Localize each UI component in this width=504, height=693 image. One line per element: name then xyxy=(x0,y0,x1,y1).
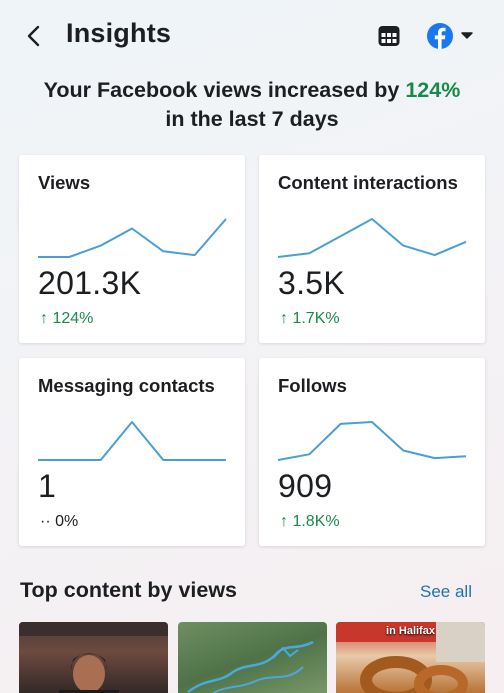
metric-change: ↑ 1.8K% xyxy=(280,513,340,530)
metric-value: 909 xyxy=(278,468,333,504)
metric-change: ·· 0% xyxy=(40,513,79,530)
sparkline-content-interactions xyxy=(277,218,467,258)
sparkline-path xyxy=(277,421,467,461)
content-thumbnail[interactable] xyxy=(19,622,168,693)
metric-label: Content interactions xyxy=(278,172,458,193)
back-button[interactable] xyxy=(20,22,48,50)
sparkline-path xyxy=(38,218,227,258)
map-image xyxy=(187,640,314,693)
sparkline-path xyxy=(38,421,226,461)
facebook-icon xyxy=(427,23,453,49)
person-image xyxy=(19,622,168,693)
metric-label: Messaging contacts xyxy=(38,375,215,396)
calendar-icon xyxy=(378,26,400,46)
page-title: Insights xyxy=(66,18,172,48)
metric-card-messaging-contacts[interactable]: Messaging contacts 1 ·· 0% xyxy=(19,358,245,546)
sparkline-path xyxy=(277,218,467,258)
metric-label: Follows xyxy=(278,375,347,396)
headline-prefix: Your Facebook views increased by xyxy=(43,78,406,102)
metric-value: 201.3K xyxy=(38,265,142,301)
caret-down-icon xyxy=(461,32,473,39)
metric-change: ↑ 1.7K% xyxy=(280,310,340,327)
calendar-button[interactable] xyxy=(375,22,403,50)
thumbnail-caption: in Halifax xyxy=(386,625,435,637)
metric-value: 1 xyxy=(38,468,57,504)
chevron-left-icon xyxy=(27,25,40,47)
summary-headline: Your Facebook views increased by 124% in… xyxy=(0,76,504,134)
onion-rings-image xyxy=(336,622,485,693)
content-thumbnail[interactable] xyxy=(178,622,327,693)
metric-card-views[interactable]: Views 201.3K ↑ 124% xyxy=(19,155,245,343)
section-title-top-content: Top content by views xyxy=(20,578,238,602)
sparkline-views xyxy=(38,218,227,258)
see-all-link[interactable]: See all xyxy=(420,582,472,601)
metric-label: Views xyxy=(38,172,91,193)
metric-change: ↑ 124% xyxy=(40,310,94,327)
headline-percent: 124% xyxy=(405,78,461,102)
metric-card-follows[interactable]: Follows 909 ↑ 1.8K% xyxy=(259,358,485,546)
header: Insights xyxy=(0,0,504,72)
sparkline-messaging-contacts xyxy=(38,421,226,461)
platform-switcher[interactable] xyxy=(426,20,478,52)
content-thumbnail[interactable]: in Halifax xyxy=(336,622,485,693)
metric-value: 3.5K xyxy=(278,265,346,301)
headline-suffix: in the last 7 days xyxy=(165,107,339,131)
metric-card-content-interactions[interactable]: Content interactions 3.5K ↑ 1.7K% xyxy=(259,155,485,343)
sparkline-follows xyxy=(277,421,467,461)
